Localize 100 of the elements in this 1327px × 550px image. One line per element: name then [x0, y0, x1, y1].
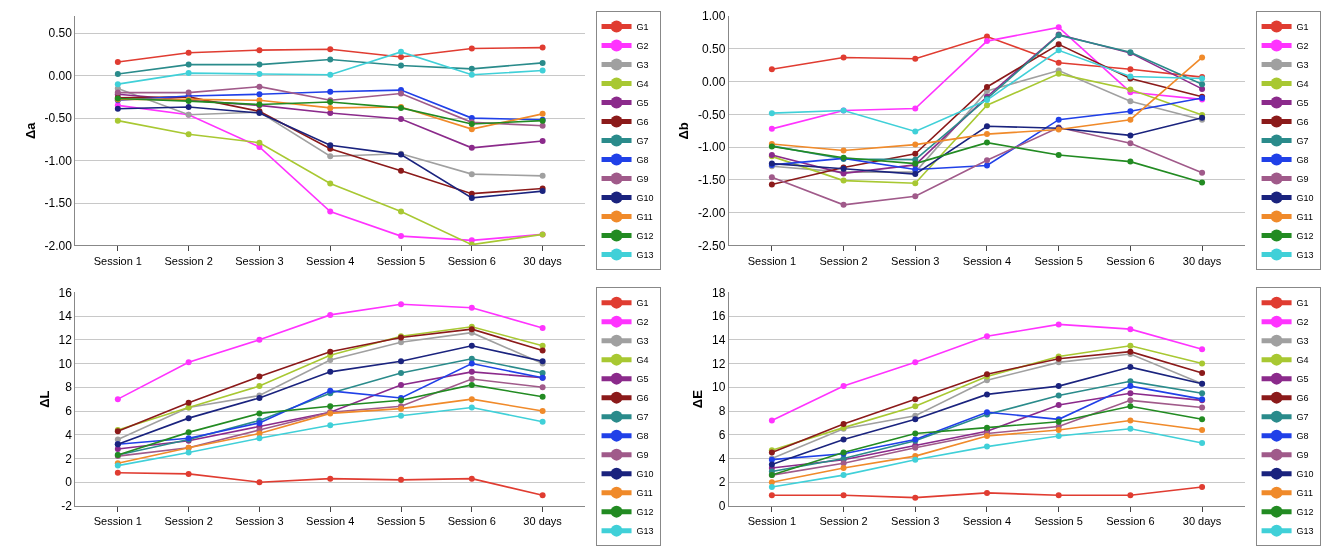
legend-label: G11	[636, 488, 653, 499]
x-tick-label: Session 2	[164, 515, 213, 528]
x-tick-label: Session 4	[962, 254, 1012, 267]
legend-label: G9	[1296, 174, 1309, 185]
legend-label: G1	[1296, 22, 1309, 33]
legend-label: G1	[636, 298, 649, 309]
legend-label: G7	[636, 136, 649, 147]
y-tick-label: -2.50	[698, 238, 726, 253]
y-tick-label: -2.00	[44, 238, 73, 253]
x-tick-label: Session 6	[447, 515, 496, 528]
x-tick-label: Session 3	[891, 254, 940, 267]
legend-label: G5	[1296, 374, 1309, 385]
y-tick-label: -0.50	[698, 107, 726, 122]
legend-label: G12	[1296, 231, 1314, 242]
y-tick-label: -1.50	[698, 173, 726, 188]
legend-label: G8	[1296, 155, 1309, 166]
legend-label: G1	[1296, 298, 1309, 309]
legend-label: G9	[636, 450, 649, 461]
x-tick-label: 30 days	[1182, 515, 1222, 528]
legend-label: G11	[1296, 488, 1313, 499]
y-tick-label: 2	[65, 451, 73, 466]
legend-label: G3	[1296, 336, 1309, 347]
y-tick-label: 12	[58, 333, 73, 348]
x-tick-label: 30 days	[1182, 254, 1222, 267]
legend-label: G2	[636, 317, 649, 328]
y-tick-label: 0.50	[702, 42, 726, 57]
legend-label: G5	[636, 374, 649, 385]
legend-label: G1	[636, 22, 649, 33]
legend-label: G8	[1296, 431, 1309, 442]
legend-label: G2	[636, 41, 649, 52]
y-tick-label: 16	[58, 285, 73, 300]
x-tick-label: Session 2	[164, 254, 213, 267]
y-axis-title: ΔE	[690, 389, 706, 409]
y-axis-title: Δb	[676, 122, 692, 140]
y-tick-label: 10	[712, 380, 726, 395]
x-tick-label: Session 2	[819, 515, 868, 528]
legend-label: G7	[636, 412, 649, 423]
legend-label: G2	[1296, 41, 1309, 52]
x-tick-label: Session 5	[1034, 515, 1083, 528]
x-tick-label: Session 5	[1034, 254, 1083, 267]
y-tick-label: 8	[65, 380, 73, 395]
legend-label: G12	[1296, 507, 1314, 518]
legend-label: G2	[1296, 317, 1309, 328]
y-tick-label: -1.00	[698, 140, 726, 155]
y-tick-label: 1.00	[702, 9, 726, 24]
y-tick-label: 14	[712, 333, 726, 348]
y-axis-title: ΔL	[36, 390, 52, 408]
y-tick-label: -2	[61, 499, 73, 514]
x-tick-label: Session 2	[819, 254, 868, 267]
legend-label: G13	[1296, 526, 1314, 537]
legend-label: G4	[636, 355, 649, 366]
y-axis-title: Δa	[22, 121, 38, 140]
y-tick-label: -1.00	[44, 153, 73, 168]
x-tick-label: Session 1	[93, 515, 142, 528]
y-tick-label: 2	[718, 475, 726, 490]
y-tick-label: 4	[65, 427, 73, 442]
y-tick-label: 0.00	[48, 68, 73, 83]
x-tick-label: Session 6	[447, 254, 496, 267]
x-tick-label: Session 3	[235, 515, 284, 528]
legend-label: G7	[1296, 412, 1309, 423]
y-tick-label: 6	[718, 427, 726, 442]
legend-label: G3	[636, 60, 649, 71]
x-tick-label: Session 4	[306, 254, 355, 267]
legend-label: G9	[636, 174, 649, 185]
legend-label: G13	[636, 250, 654, 261]
legend-label: G10	[1296, 469, 1314, 480]
y-tick-label: 0.50	[48, 26, 73, 41]
y-tick-label: 14	[58, 309, 73, 324]
legend-label: G5	[636, 98, 649, 109]
y-tick-label: 4	[718, 451, 726, 466]
x-tick-label: Session 5	[376, 254, 426, 267]
legend-label: G10	[636, 193, 654, 204]
legend-label: G7	[1296, 136, 1309, 147]
y-tick-label: 8	[718, 404, 726, 419]
legend-label: G4	[1296, 355, 1309, 366]
legend-label: G6	[1296, 393, 1309, 404]
legend-label: G10	[636, 469, 654, 480]
legend-label: G13	[636, 526, 654, 537]
x-tick-label: Session 3	[891, 515, 940, 528]
legend-label: G3	[1296, 60, 1309, 71]
legend-label: G10	[1296, 193, 1314, 204]
y-tick-label: 6	[65, 404, 73, 419]
y-tick-label: 12	[712, 356, 726, 371]
legend-label: G12	[636, 507, 654, 518]
x-tick-label: Session 6	[1106, 515, 1155, 528]
legend-label: G4	[1296, 79, 1309, 90]
legend-label: G5	[1296, 98, 1309, 109]
legend-label: G6	[1296, 117, 1309, 128]
y-tick-label: 10	[58, 356, 73, 371]
legend-label: G6	[636, 393, 649, 404]
y-tick-label: -1.50	[44, 196, 73, 211]
x-tick-label: 30 days	[523, 254, 563, 267]
y-tick-label: -2.00	[698, 205, 726, 220]
y-tick-label: 0	[718, 499, 726, 514]
legend-label: G9	[1296, 450, 1309, 461]
legend-label: G8	[636, 431, 649, 442]
legend-label: G4	[636, 79, 649, 90]
x-tick-label: Session 1	[93, 254, 142, 267]
legend-label: G11	[1296, 212, 1313, 223]
y-tick-label: 0.00	[702, 74, 726, 89]
